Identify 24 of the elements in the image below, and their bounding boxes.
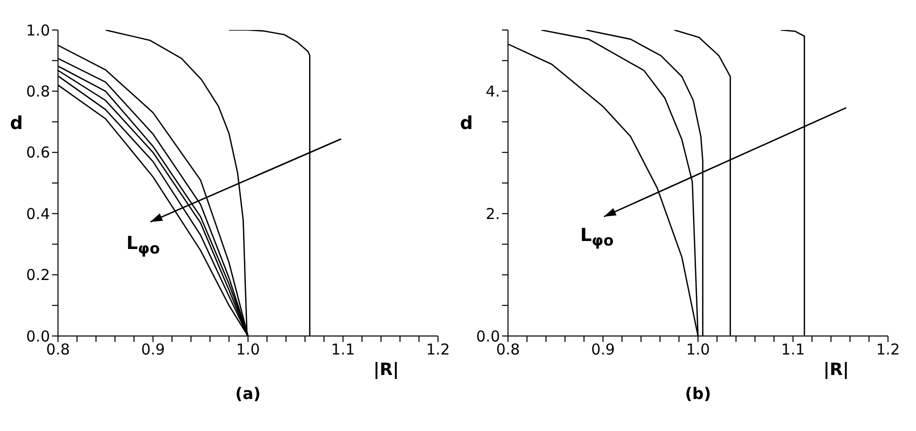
y-axis-title: d [10,112,23,134]
y-tick-label: 4. [486,82,500,101]
x-tick-label: 1.2 [876,340,900,359]
text: (b) [684,384,712,403]
y-tick-label: 1.0 [26,21,50,40]
y-axis-title: d [460,112,473,134]
x-tick-label: 0.9 [591,340,615,359]
x-tick-label: 0.8 [46,340,70,359]
x-axis-title: |R| [373,360,399,380]
y-tick-label: 0.8 [26,82,50,101]
x-tick-label: 1.0 [686,340,710,359]
x-tick-label: 1.1 [331,340,355,359]
annotation: L$_{φo}$ [580,224,614,250]
text: (a) [234,384,262,403]
x-tick-label: 0.9 [141,340,165,359]
x-tick-label: 1.0 [236,340,260,359]
y-tick-label: 2. [486,204,500,223]
x-axis-title: |R| [823,360,849,380]
y-tick-label: 0.6 [26,144,50,162]
y-tick-label: 0.2 [26,266,50,284]
annotation: L$_{φo}$ [126,233,160,258]
x-tick-label: 1.1 [781,340,805,359]
x-tick-label: 1.2 [426,340,450,359]
y-tick-label: 0.4 [26,204,50,223]
